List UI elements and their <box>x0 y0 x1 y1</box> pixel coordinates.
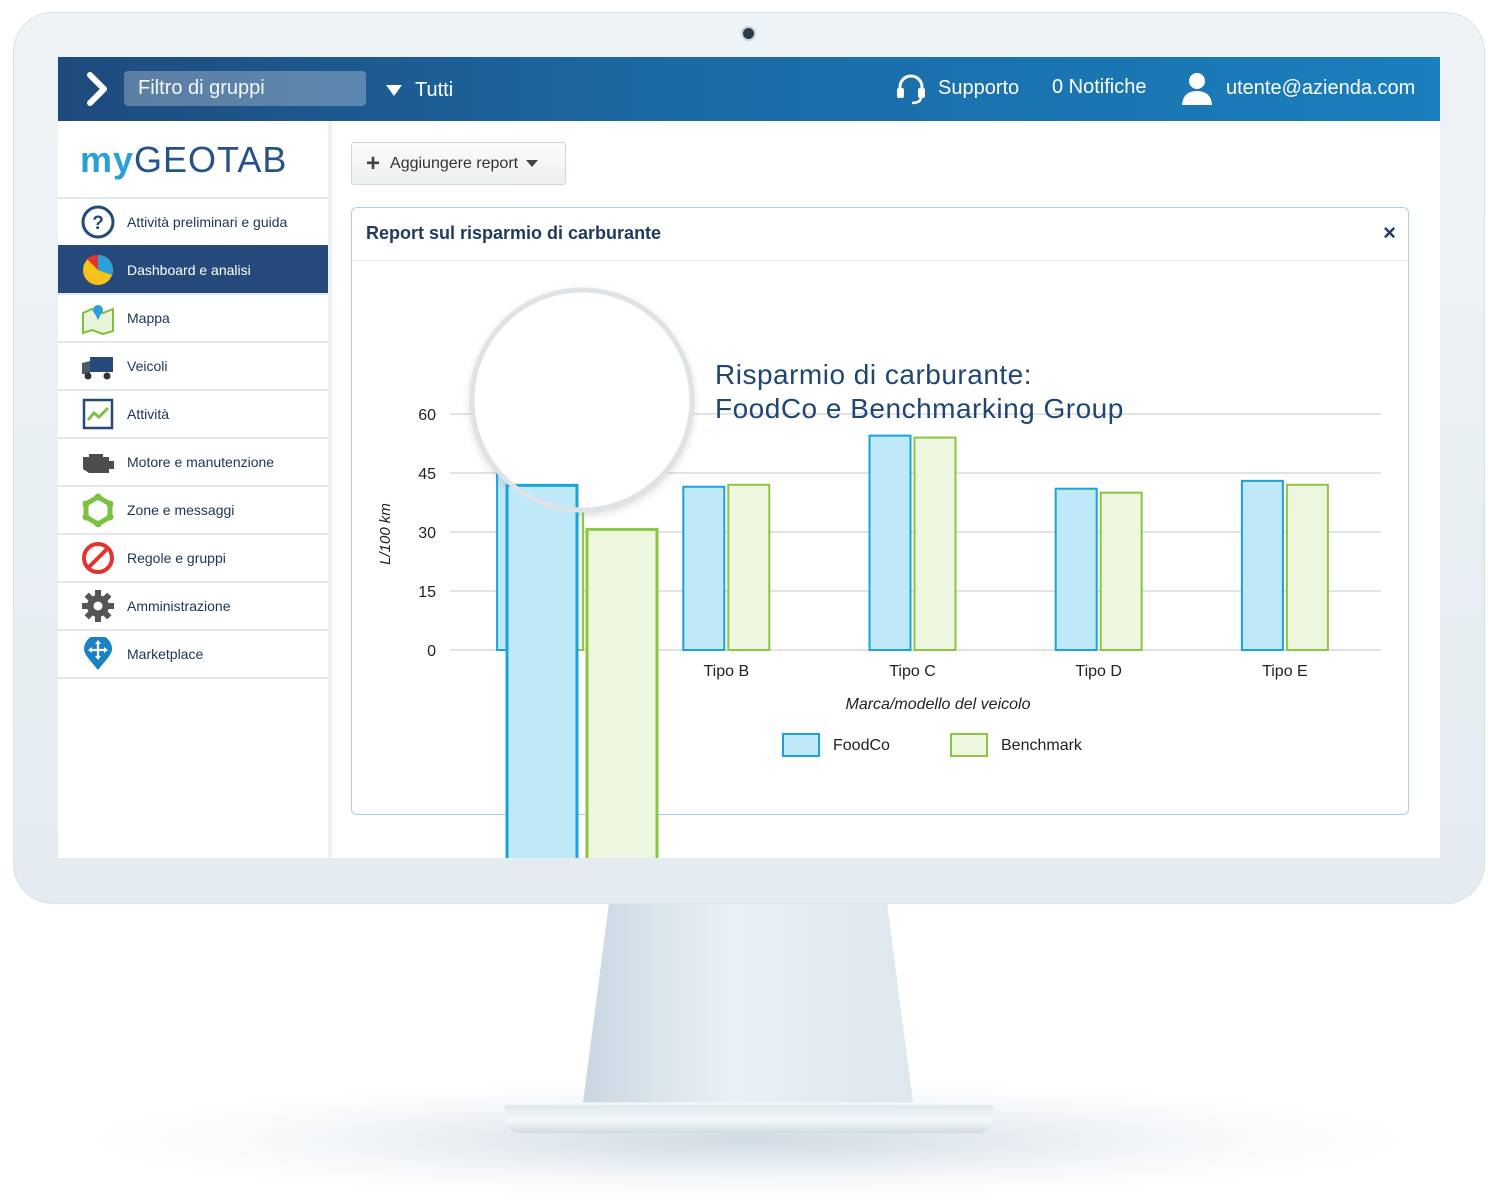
bar-benchmark-2 <box>727 483 771 651</box>
monitor-stand-base <box>505 1105 993 1133</box>
engine-icon <box>81 445 115 479</box>
sidebar-item-label: Marketplace <box>127 646 204 662</box>
sidebar-item-label: Amministrazione <box>127 598 231 614</box>
sidebar-item-label: Attività preliminari e guida <box>127 214 288 230</box>
sidebar-item-vehicles[interactable]: Veicoli <box>58 341 328 389</box>
sidebar-item-rules[interactable]: Regole e gruppi <box>58 533 328 581</box>
report-title: Report sul risparmio di carburante <box>366 223 662 243</box>
close-icon[interactable]: × <box>1383 220 1396 245</box>
y-tick-label: 30 <box>418 525 436 542</box>
sidebar-item-map[interactable]: Mappa <box>58 293 328 341</box>
y-axis-label: L/100 km <box>377 503 394 565</box>
svg-text:?: ? <box>92 213 104 234</box>
group-filter-input[interactable]: Filtro di gruppi <box>124 71 366 106</box>
x-axis-label: Marca/modello del veicolo <box>846 696 1031 713</box>
report-panel-header: Report sul risparmio di carburante × <box>352 208 1408 261</box>
chart-title-line1: Risparmio di carburante: <box>715 359 1033 390</box>
user-icon <box>1182 73 1212 105</box>
legend-swatch-benchmark <box>950 733 988 757</box>
magnified-bar-benchmark <box>585 527 659 858</box>
sidebar-item-label: Motore e manutenzione <box>127 454 275 470</box>
plus-icon: + <box>366 149 381 177</box>
help-circle-icon: ? <box>81 205 115 239</box>
sidebar-item-label: Regole e gruppi <box>127 550 226 566</box>
screen: Filtro di gruppi Tutti Supporto 0 Notifi… <box>58 57 1440 858</box>
caret-down-icon <box>386 84 402 96</box>
add-report-button[interactable]: + Aggiungere report <box>351 142 566 185</box>
magnifier-lens <box>472 290 692 510</box>
camera-icon <box>743 28 754 39</box>
user-email: utente@azienda.com <box>1226 76 1416 99</box>
bar-benchmark-5 <box>1285 483 1329 651</box>
scope-dropdown[interactable]: Tutti <box>386 75 453 105</box>
chart-title-line2: FoodCo e Benchmarking Group <box>715 393 1124 424</box>
sidebar-item-zones[interactable]: Zone e messaggi <box>58 485 328 533</box>
legend-label-benchmark: Benchmark <box>1001 737 1083 754</box>
activity-chart-icon <box>81 397 115 431</box>
sidebar-item-getting-started[interactable]: ? Attività preliminari e guida <box>58 197 328 245</box>
legend-label-foodco: FoodCo <box>833 737 890 754</box>
support-label: Supporto <box>938 76 1020 99</box>
bar-foodco-2 <box>682 485 726 651</box>
y-tick-label: 15 <box>418 584 436 601</box>
y-tick-label: 0 <box>427 643 436 660</box>
bar-foodco-4 <box>1054 487 1098 651</box>
chevron-right-icon[interactable] <box>84 71 112 107</box>
caret-down-icon <box>526 160 539 167</box>
x-tick-label: Tipo D <box>1075 663 1122 680</box>
support-link[interactable]: Supporto <box>894 69 1019 107</box>
x-tick-label: Tipo C <box>889 663 936 680</box>
bar-foodco-5 <box>1240 479 1284 651</box>
monitor-stand-neck <box>583 900 913 1103</box>
sidebar-item-engine[interactable]: Motore e manutenzione <box>58 437 328 485</box>
scope-label: Tutti <box>415 78 454 101</box>
notifications-link[interactable]: 0 Notifiche <box>1052 76 1147 98</box>
sidebar-item-activity[interactable]: Attività <box>58 389 328 437</box>
x-tick-label: Tipo B <box>703 663 749 680</box>
sidebar-item-label: Dashboard e analisi <box>127 262 251 278</box>
add-report-label: Aggiungere report <box>390 154 519 172</box>
pie-chart-icon <box>81 253 115 287</box>
mygeotab-logo[interactable]: myGEOTAB <box>80 139 287 181</box>
magnified-bar-foodco <box>505 483 579 858</box>
bar-benchmark-4 <box>1099 491 1143 651</box>
bar-foodco-3 <box>868 434 912 651</box>
sidebar-item-marketplace[interactable]: Marketplace <box>58 629 328 679</box>
sidebar: myGEOTAB ? Attività preliminari e guida … <box>58 121 332 858</box>
sidebar-item-label: Zone e messaggi <box>127 502 235 518</box>
y-tick-label: 45 <box>418 466 436 483</box>
gear-icon <box>81 589 115 623</box>
legend-swatch-foodco <box>782 733 820 757</box>
marketplace-pin-icon <box>81 637 115 671</box>
prohibit-icon <box>81 541 115 575</box>
x-tick-label: Tipo E <box>1262 663 1308 680</box>
logo-my: my <box>80 139 135 180</box>
bar-benchmark-3 <box>913 436 957 651</box>
user-menu[interactable]: utente@azienda.com <box>1180 69 1415 107</box>
map-icon <box>81 301 115 335</box>
chart-title: Risparmio di carburante: FoodCo e Benchm… <box>715 358 1124 426</box>
sidebar-item-administration[interactable]: Amministrazione <box>58 581 328 629</box>
sidebar-item-label: Mappa <box>127 310 170 326</box>
logo-geotab: GEOTAB <box>134 139 288 180</box>
truck-icon <box>81 349 115 383</box>
zones-icon <box>81 493 115 527</box>
sidebar-item-label: Veicoli <box>127 358 168 374</box>
sidebar-item-label: Attività <box>127 406 170 422</box>
sidebar-nav: ? Attività preliminari e guida Dashboard… <box>58 197 328 679</box>
y-tick-label: 60 <box>418 407 436 424</box>
headset-icon <box>897 74 925 105</box>
magnifier-rim <box>469 287 695 513</box>
top-bar: Filtro di gruppi Tutti Supporto 0 Notifi… <box>58 57 1440 121</box>
sidebar-item-dashboard[interactable]: Dashboard e analisi <box>58 245 328 293</box>
